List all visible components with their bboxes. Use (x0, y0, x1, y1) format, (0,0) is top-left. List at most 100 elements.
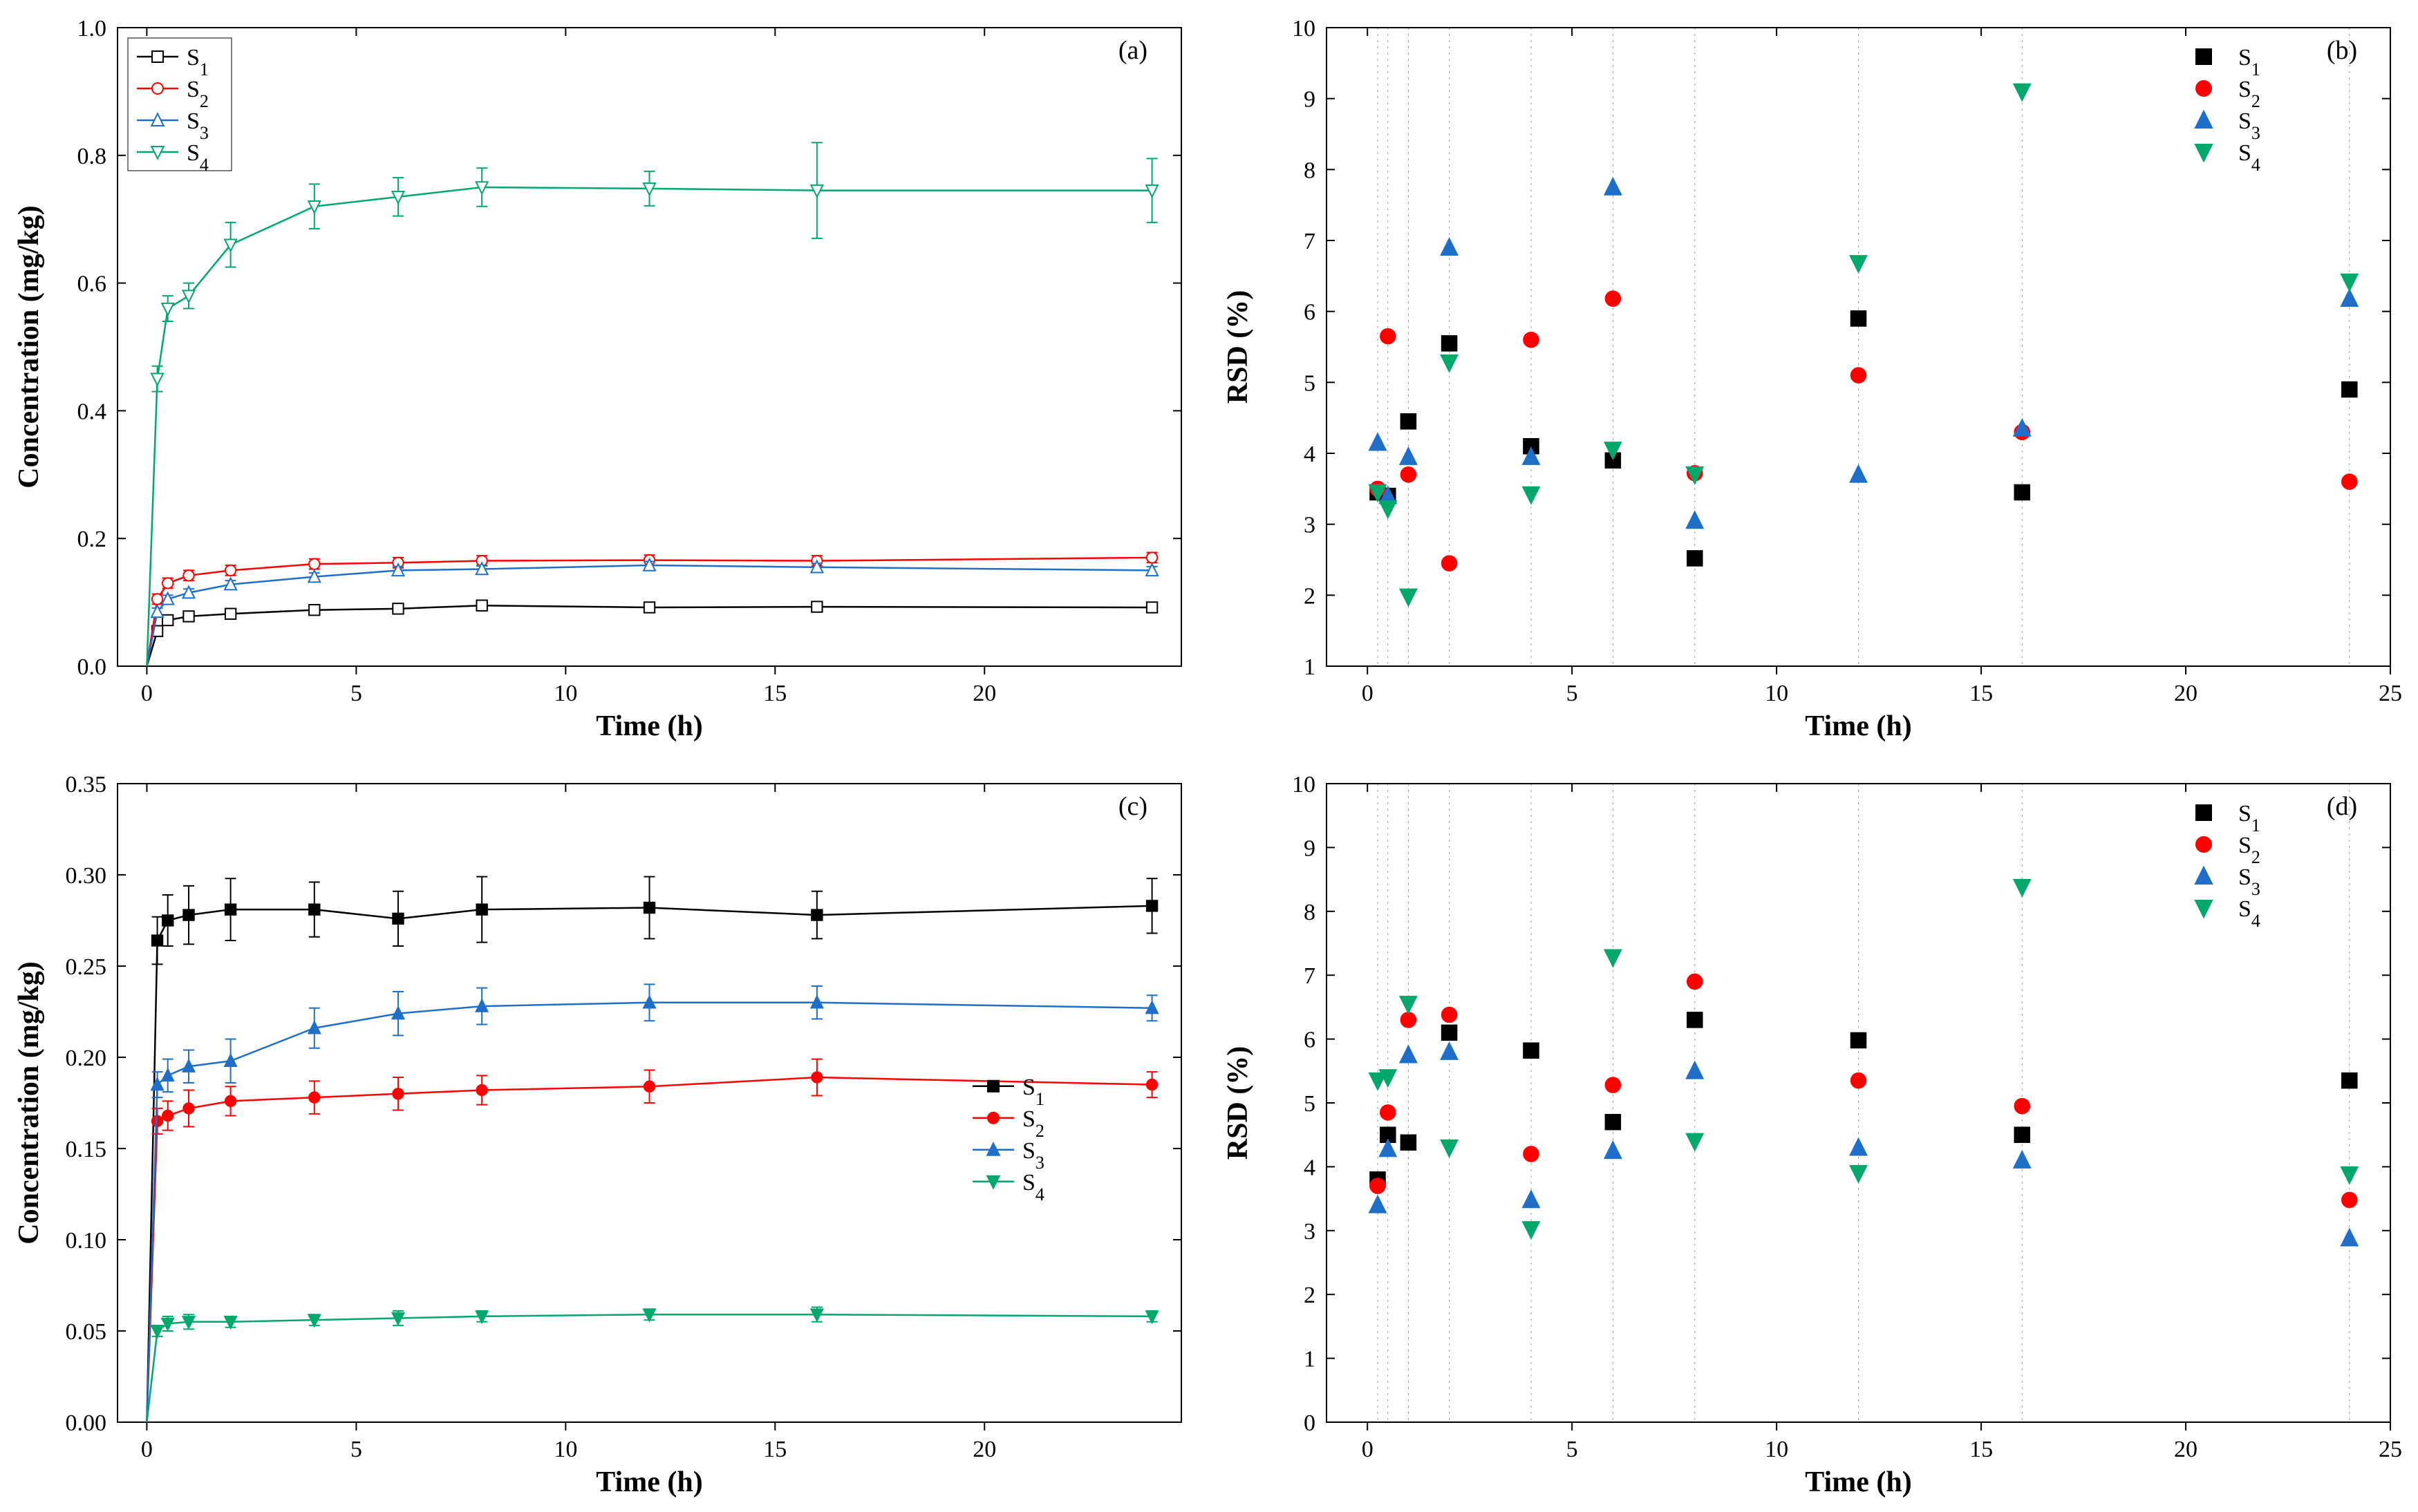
svg-text:0.00: 0.00 (66, 1410, 107, 1436)
series-S3 (1369, 178, 2358, 528)
svg-text:25: 25 (2379, 1437, 2402, 1462)
series-S4 (1369, 84, 2358, 606)
svg-text:7: 7 (1304, 963, 1315, 989)
legend-label-S2: S2 (2238, 833, 2260, 867)
svg-text:0.8: 0.8 (77, 144, 107, 169)
svg-text:15: 15 (1969, 1437, 1993, 1462)
series-S4 (1369, 880, 2358, 1238)
series-S4 (147, 1307, 1158, 1422)
legend-label-S2: S2 (2238, 77, 2260, 111)
legend-label-S1: S1 (2238, 801, 2260, 835)
svg-text:0: 0 (141, 1437, 153, 1462)
panel_b-svg: 051015202512345678910Time (h)RSD (%)(b)S… (1209, 0, 2418, 756)
panel-label: (c) (1118, 792, 1147, 821)
svg-text:10: 10 (1292, 16, 1315, 41)
svg-text:10: 10 (554, 681, 577, 706)
legend-label-S3: S3 (187, 108, 209, 143)
svg-text:6: 6 (1304, 1028, 1315, 1053)
y-axis-title: Concentration (mg/kg) (13, 205, 45, 488)
svg-text:0.0: 0.0 (77, 654, 107, 680)
svg-text:0.35: 0.35 (66, 772, 107, 797)
legend: S1S2S3S4 (128, 38, 232, 175)
legend: S1S2S3S4 (2195, 801, 2260, 931)
svg-text:9: 9 (1304, 835, 1315, 861)
y-axis-title: RSD (%) (1222, 290, 1254, 404)
y-axis-title: RSD (%) (1222, 1046, 1254, 1160)
panel-label: (b) (2327, 36, 2357, 65)
legend-label-S4: S4 (2238, 140, 2260, 175)
svg-text:10: 10 (1292, 772, 1315, 797)
panel_d-svg: 0510152025012345678910Time (h)RSD (%)(d)… (1209, 756, 2418, 1512)
svg-text:0.05: 0.05 (66, 1319, 107, 1345)
svg-text:0: 0 (1362, 1437, 1374, 1462)
x-axis-title: Time (h) (1805, 1466, 1911, 1498)
svg-text:6: 6 (1304, 300, 1315, 325)
svg-text:15: 15 (763, 1437, 787, 1462)
svg-text:0.2: 0.2 (77, 527, 107, 552)
legend-label-S1: S1 (1022, 1075, 1044, 1109)
series-S3 (147, 984, 1158, 1422)
svg-text:15: 15 (763, 681, 787, 706)
legend-label-S2: S2 (1022, 1106, 1044, 1141)
legend-label-S4: S4 (187, 140, 209, 175)
panel-label: (a) (1118, 36, 1147, 65)
svg-text:25: 25 (2379, 681, 2402, 706)
x-axis-title: Time (h) (596, 710, 702, 742)
legend-label-S4: S4 (2238, 896, 2260, 931)
panel-c: 051015200.000.050.100.150.200.250.300.35… (0, 756, 1209, 1512)
legend-label-S2: S2 (187, 77, 209, 111)
legend-label-S3: S3 (2238, 864, 2260, 899)
svg-text:8: 8 (1304, 900, 1315, 925)
svg-text:0: 0 (1362, 681, 1374, 706)
svg-text:0: 0 (1304, 1410, 1315, 1436)
svg-text:0.25: 0.25 (66, 954, 107, 980)
svg-text:0.30: 0.30 (66, 863, 107, 889)
panel_c-svg: 051015200.000.050.100.150.200.250.300.35… (0, 756, 1209, 1512)
legend: S1S2S3S4 (973, 1075, 1044, 1204)
legend-label-S3: S3 (2238, 108, 2260, 143)
svg-text:4: 4 (1304, 442, 1315, 467)
series-S2 (1370, 291, 2356, 570)
series-S1 (1370, 311, 2356, 566)
svg-text:0.15: 0.15 (66, 1137, 107, 1162)
series-S1 (1370, 1012, 2356, 1187)
series-S3 (1369, 1043, 2358, 1246)
svg-text:0: 0 (141, 681, 153, 706)
svg-text:1: 1 (1304, 1347, 1315, 1372)
x-axis-title: Time (h) (596, 1466, 702, 1498)
svg-text:20: 20 (2174, 1437, 2197, 1462)
svg-text:4: 4 (1304, 1155, 1315, 1180)
series-S1 (147, 601, 1157, 666)
svg-text:8: 8 (1304, 158, 1315, 183)
svg-text:5: 5 (1304, 370, 1315, 396)
y-ticks: 0.00.20.40.60.81.0 (77, 16, 1182, 680)
panel-label: (d) (2327, 792, 2357, 821)
svg-text:10: 10 (1765, 1437, 1788, 1462)
x-ticks: 05101520 (141, 784, 996, 1462)
svg-text:0.4: 0.4 (77, 399, 107, 424)
panel-a: 051015200.00.20.40.60.81.0Time (h)Concen… (0, 0, 1209, 756)
svg-text:2: 2 (1304, 583, 1315, 609)
figure-grid: 051015200.00.20.40.60.81.0Time (h)Concen… (0, 0, 2418, 1512)
x-axis-title: Time (h) (1805, 710, 1911, 742)
svg-text:10: 10 (554, 1437, 577, 1462)
svg-text:5: 5 (1566, 1437, 1578, 1462)
legend: S1S2S3S4 (2195, 45, 2260, 175)
svg-text:20: 20 (2174, 681, 2197, 706)
svg-text:0.20: 0.20 (66, 1046, 107, 1071)
svg-text:1.0: 1.0 (77, 16, 107, 41)
svg-text:5: 5 (350, 681, 362, 706)
panel-b: 051015202512345678910Time (h)RSD (%)(b)S… (1209, 0, 2418, 756)
svg-text:15: 15 (1969, 681, 1993, 706)
svg-text:3: 3 (1304, 513, 1315, 538)
svg-text:20: 20 (973, 1437, 996, 1462)
panel-d: 0510152025012345678910Time (h)RSD (%)(d)… (1209, 756, 2418, 1512)
svg-text:9: 9 (1304, 87, 1315, 113)
series-S4 (147, 142, 1158, 666)
legend-label-S3: S3 (1022, 1138, 1044, 1173)
svg-text:10: 10 (1765, 681, 1788, 706)
legend-label-S4: S4 (1022, 1170, 1044, 1204)
panel_a-svg: 051015200.00.20.40.60.81.0Time (h)Concen… (0, 0, 1209, 756)
y-axis-title: Concentration (mg/kg) (13, 961, 45, 1244)
svg-text:20: 20 (973, 681, 996, 706)
